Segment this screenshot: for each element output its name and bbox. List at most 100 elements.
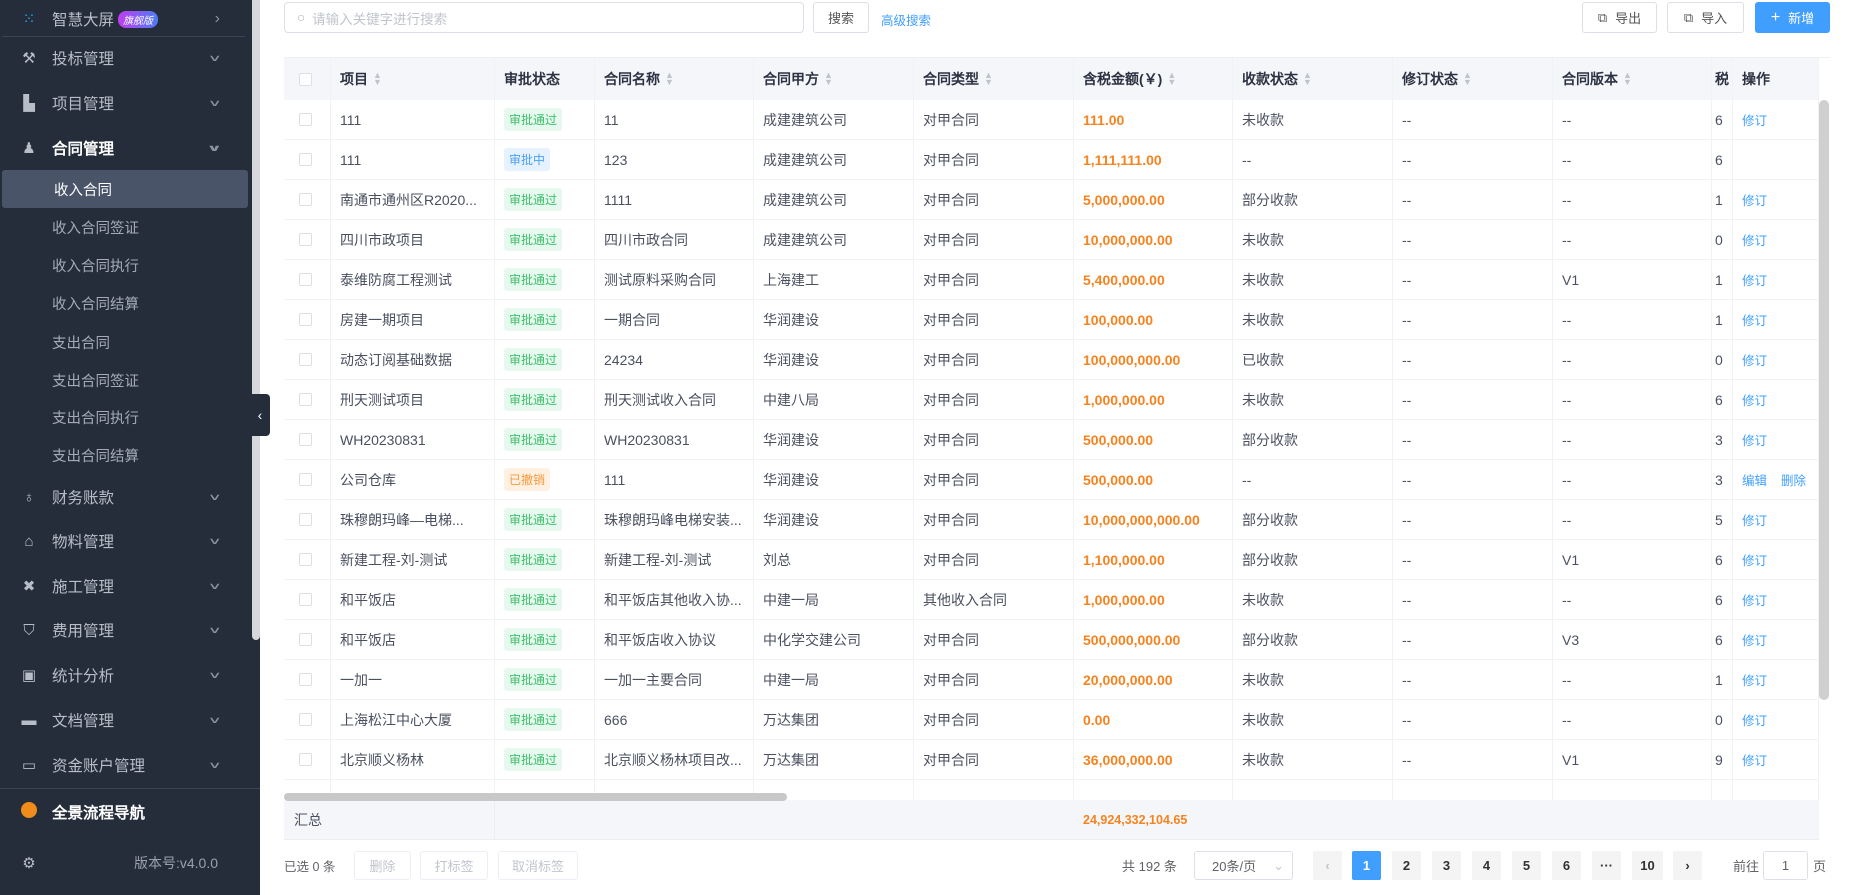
advanced-search-link[interactable]: 高级搜索: [881, 14, 932, 28]
sidebar-subitem[interactable]: 支出合同执行: [52, 410, 139, 427]
page-size-select[interactable]: 20条/页 ⌄: [1194, 851, 1293, 880]
column-header[interactable]: 项目 ▲ ▼: [331, 58, 495, 100]
sort-icon[interactable]: ▲ ▼: [1303, 70, 1312, 87]
page-button[interactable]: 2: [1392, 851, 1421, 880]
row-checkbox[interactable]: [299, 753, 312, 766]
row-action-link[interactable]: 修订: [1742, 714, 1768, 728]
row-checkbox[interactable]: [299, 713, 312, 726]
more-pages-button[interactable]: ···: [1592, 851, 1621, 880]
row-checkbox[interactable]: [299, 193, 312, 206]
row-action-link[interactable]: 修订: [1742, 434, 1768, 448]
column-header[interactable]: 合同版本 ▲ ▼: [1553, 58, 1712, 100]
collapse-sidebar-button[interactable]: ‹: [250, 394, 270, 436]
row-checkbox[interactable]: [299, 273, 312, 286]
approval-status-badge: 审批中: [504, 148, 551, 171]
sidebar-scrollbar[interactable]: [252, 0, 260, 640]
sidebar-subitem[interactable]: 支出合同签证: [52, 373, 139, 390]
row-checkbox[interactable]: [299, 473, 312, 486]
table-horizontal-scrollbar[interactable]: [284, 793, 787, 801]
sidebar-item-gavel[interactable]: ⚒ 投标管理 ∨: [0, 39, 250, 77]
sidebar-subitem[interactable]: 收入合同结算: [52, 296, 139, 313]
column-header[interactable]: 合同类型 ▲ ▼: [914, 58, 1074, 100]
next-page-button[interactable]: ›: [1673, 851, 1702, 880]
page-button[interactable]: 4: [1472, 851, 1501, 880]
sidebar-item-building[interactable]: ▙ 项目管理 ∨: [0, 84, 250, 122]
row-action-link[interactable]: 修订: [1742, 594, 1768, 608]
table-vertical-scrollbar[interactable]: [1819, 100, 1829, 700]
column-header[interactable]: 合同甲方 ▲ ▼: [754, 58, 914, 100]
row-checkbox[interactable]: [299, 153, 312, 166]
column-header[interactable]: 修订状态 ▲ ▼: [1393, 58, 1553, 100]
row-action-link[interactable]: 修订: [1742, 514, 1768, 528]
gear-icon[interactable]: ⚙: [22, 855, 36, 872]
row-checkbox[interactable]: [299, 673, 312, 686]
table-cell-2: 和平饭店收入协议: [595, 620, 754, 659]
sidebar-subitem[interactable]: 收入合同签证: [52, 220, 139, 237]
table-cell-2: 666: [595, 700, 754, 739]
row-action-link[interactable]: 修订: [1742, 314, 1768, 328]
sort-icon[interactable]: ▲ ▼: [665, 70, 674, 87]
row-checkbox[interactable]: [299, 553, 312, 566]
sidebar-subitem[interactable]: 支出合同: [52, 335, 110, 352]
row-checkbox[interactable]: [299, 313, 312, 326]
row-action-link[interactable]: 修订: [1742, 634, 1768, 648]
row-action-link[interactable]: 修订: [1742, 554, 1768, 568]
row-action-link[interactable]: 删除: [1781, 474, 1807, 488]
row-checkbox[interactable]: [299, 233, 312, 246]
row-action-link[interactable]: 修订: [1742, 674, 1768, 688]
sidebar-item-tools[interactable]: ✖ 施工管理 ∨: [0, 567, 250, 605]
search-input[interactable]: ○ 请输入关键字进行搜索: [284, 2, 804, 33]
export-button[interactable]: ⧉ 导出: [1582, 2, 1657, 33]
prev-page-button[interactable]: ‹: [1313, 851, 1342, 880]
tag-button[interactable]: 打标签: [420, 851, 488, 880]
row-checkbox[interactable]: [299, 593, 312, 606]
sidebar-subitem[interactable]: 收入合同: [2, 170, 248, 208]
sidebar-item-stamp[interactable]: ♟ 合同管理 ∨: [0, 129, 250, 167]
sidebar-item-chart-box[interactable]: ▣ 统计分析 ∨: [0, 656, 250, 694]
row-action-link[interactable]: 修订: [1742, 394, 1768, 408]
row-action-link[interactable]: 修订: [1742, 194, 1768, 208]
row-checkbox[interactable]: [299, 513, 312, 526]
page-button[interactable]: 5: [1512, 851, 1541, 880]
row-checkbox[interactable]: [299, 113, 312, 126]
sidebar-item-money-bag[interactable]: ♁ 财务账款 ∨: [0, 478, 250, 516]
goto-page-input[interactable]: 1: [1763, 851, 1808, 880]
page-button[interactable]: 1: [1352, 851, 1381, 880]
sidebar-item-warehouse[interactable]: ⌂ 物料管理 ∨: [0, 522, 250, 560]
row-checkbox[interactable]: [299, 633, 312, 646]
sort-icon[interactable]: ▲ ▼: [824, 70, 833, 87]
column-header[interactable]: 合同名称 ▲ ▼: [595, 58, 754, 100]
column-header[interactable]: 含税金额(￥) ▲ ▼: [1074, 58, 1233, 100]
add-button[interactable]: + 新增: [1755, 2, 1830, 33]
sidebar-subitem[interactable]: 收入合同执行: [52, 258, 139, 275]
untag-button[interactable]: 取消标签: [498, 851, 578, 880]
delete-button[interactable]: 删除: [354, 851, 411, 880]
row-action-link[interactable]: 修订: [1742, 114, 1768, 128]
sidebar-item-card[interactable]: ▭ 资金账户管理 ∨: [0, 746, 250, 784]
page-button[interactable]: 6: [1552, 851, 1581, 880]
row-checkbox[interactable]: [299, 353, 312, 366]
sort-icon[interactable]: ▲ ▼: [1623, 70, 1632, 87]
select-all-checkbox[interactable]: [299, 72, 312, 86]
sidebar-item-folder[interactable]: ▬ 文档管理 ∨: [0, 701, 250, 739]
sort-icon[interactable]: ▲ ▼: [1167, 70, 1177, 87]
page-button[interactable]: 3: [1432, 851, 1461, 880]
sidebar-item-shield-yen[interactable]: ⛉ 费用管理 ∨: [0, 611, 250, 649]
row-action-link[interactable]: 修订: [1742, 754, 1768, 768]
row-action-link[interactable]: 修订: [1742, 274, 1768, 288]
row-action-link[interactable]: 编辑: [1742, 474, 1768, 488]
search-button[interactable]: 搜索: [813, 2, 869, 33]
column-header[interactable]: 收款状态 ▲ ▼: [1233, 58, 1393, 100]
sort-icon[interactable]: ▲ ▼: [1463, 70, 1472, 87]
import-button[interactable]: ⧉ 导入: [1667, 2, 1744, 33]
sidebar-subitem[interactable]: 支出合同结算: [52, 448, 139, 465]
sidebar-item-flow-nav[interactable]: 全景流程导航: [0, 793, 250, 831]
row-checkbox[interactable]: [299, 393, 312, 406]
row-checkbox[interactable]: [299, 433, 312, 446]
row-action-link[interactable]: 修订: [1742, 354, 1768, 368]
sort-icon[interactable]: ▲ ▼: [984, 70, 993, 87]
sidebar-item-dashboard[interactable]: ⁙ 智慧大屏 旗舰版 ›: [0, 0, 250, 38]
page-button[interactable]: 10: [1632, 851, 1663, 880]
row-action-link[interactable]: 修订: [1742, 234, 1768, 248]
sort-icon[interactable]: ▲ ▼: [373, 70, 382, 87]
